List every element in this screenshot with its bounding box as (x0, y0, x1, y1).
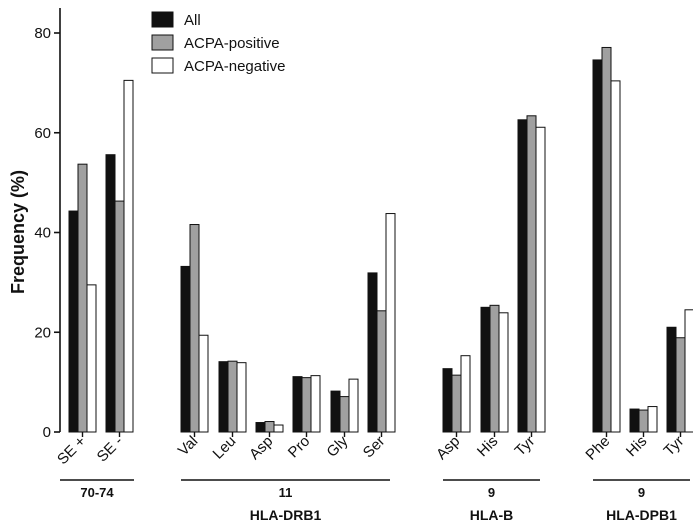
category-label: SE + (54, 433, 89, 468)
legend-label: ACPA-positive (184, 35, 280, 52)
bar-acpa-negative (273, 424, 284, 433)
bar-acpa-negative (385, 213, 396, 433)
category-label: Leu (210, 433, 240, 463)
y-tick-label: 20 (34, 324, 51, 341)
group-position-label: 70-74 (80, 485, 114, 500)
category-label: Asp (433, 433, 463, 463)
y-tick-label: 60 (34, 125, 51, 142)
bar-acpa-negative (123, 79, 134, 433)
bar-acpa-positive (77, 163, 88, 433)
bar-acpa-positive (264, 421, 275, 433)
bar-acpa-positive (675, 337, 686, 433)
bar-acpa-negative (198, 334, 209, 433)
group-labels: 70-74 11 HLA-DRB1 9 HLA-B 9 HLA-DPB1 (60, 479, 690, 523)
bar-all (292, 376, 303, 433)
bar-acpa-positive (489, 304, 500, 433)
bar-all (180, 265, 191, 433)
legend-swatch (151, 11, 174, 28)
y-tick-label: 80 (34, 25, 51, 42)
y-tick-label: 40 (34, 225, 51, 242)
bar-all (105, 154, 116, 433)
legend-swatch (151, 34, 174, 51)
x-axis-labels: SE + SE - Val Leu Asp Pro Gly Ser Asp His Tyr Phe Hi… (54, 432, 687, 468)
bar-all (330, 390, 341, 433)
group-locus-label: HLA-DRB1 (250, 507, 322, 523)
category-label: Val (175, 433, 202, 460)
bar-all (592, 59, 603, 433)
bars (68, 46, 693, 433)
y-tick-label: 0 (43, 424, 51, 441)
group-locus-label: HLA-DPB1 (606, 507, 677, 523)
bar-all (517, 119, 528, 433)
category-label: His (474, 433, 501, 460)
group-locus-label: HLA-B (470, 507, 514, 523)
bar-acpa-positive (601, 46, 612, 433)
group-position-label: 11 (279, 485, 293, 500)
category-label: Tyr (512, 433, 539, 460)
category-label: Asp (246, 433, 276, 463)
bar-acpa-positive (227, 360, 238, 433)
bar-acpa-negative (535, 126, 546, 433)
bar-acpa-positive (339, 396, 350, 433)
category-label: Tyr (661, 433, 688, 460)
bar-acpa-positive (189, 224, 200, 433)
bar-acpa-positive (638, 409, 649, 433)
bar-all (68, 210, 79, 433)
legend-swatch (151, 57, 174, 74)
bar-acpa-positive (114, 200, 125, 433)
bar-acpa-positive (301, 377, 312, 433)
bar-acpa-negative (86, 284, 97, 433)
bar-all (666, 326, 677, 433)
bar-acpa-negative (460, 355, 471, 433)
bar-all (255, 422, 266, 433)
bar-acpa-negative (348, 378, 359, 433)
category-label: SE - (94, 433, 127, 466)
group-position-label: 9 (638, 485, 645, 500)
bar-acpa-negative (684, 309, 693, 433)
bar-all (367, 272, 378, 433)
bar-all (629, 408, 640, 433)
bar-acpa-negative (498, 312, 509, 433)
y-axis-label: Frequency (%) (8, 170, 28, 294)
legend: All ACPA-positive ACPA-negative (151, 11, 285, 75)
category-label: Phe (582, 433, 613, 464)
legend-label: All (184, 12, 201, 29)
bar-all (218, 361, 229, 433)
bar-acpa-negative (236, 362, 247, 433)
category-label: His (623, 433, 650, 460)
legend-label: ACPA-negative (184, 58, 285, 75)
group-position-label: 9 (488, 485, 495, 500)
bar-acpa-negative (647, 406, 658, 433)
bar-acpa-negative (610, 80, 621, 433)
bar-acpa-positive (451, 374, 462, 433)
bar-all (442, 368, 453, 433)
category-label: Pro (285, 433, 314, 462)
bar-acpa-negative (310, 375, 321, 433)
category-label: Gly (323, 432, 351, 460)
category-label: Ser (360, 433, 389, 462)
bar-acpa-positive (376, 310, 387, 433)
bar-acpa-positive (526, 115, 537, 433)
y-axis: 0 20 40 60 80 (34, 8, 61, 441)
bar-all (480, 306, 491, 433)
